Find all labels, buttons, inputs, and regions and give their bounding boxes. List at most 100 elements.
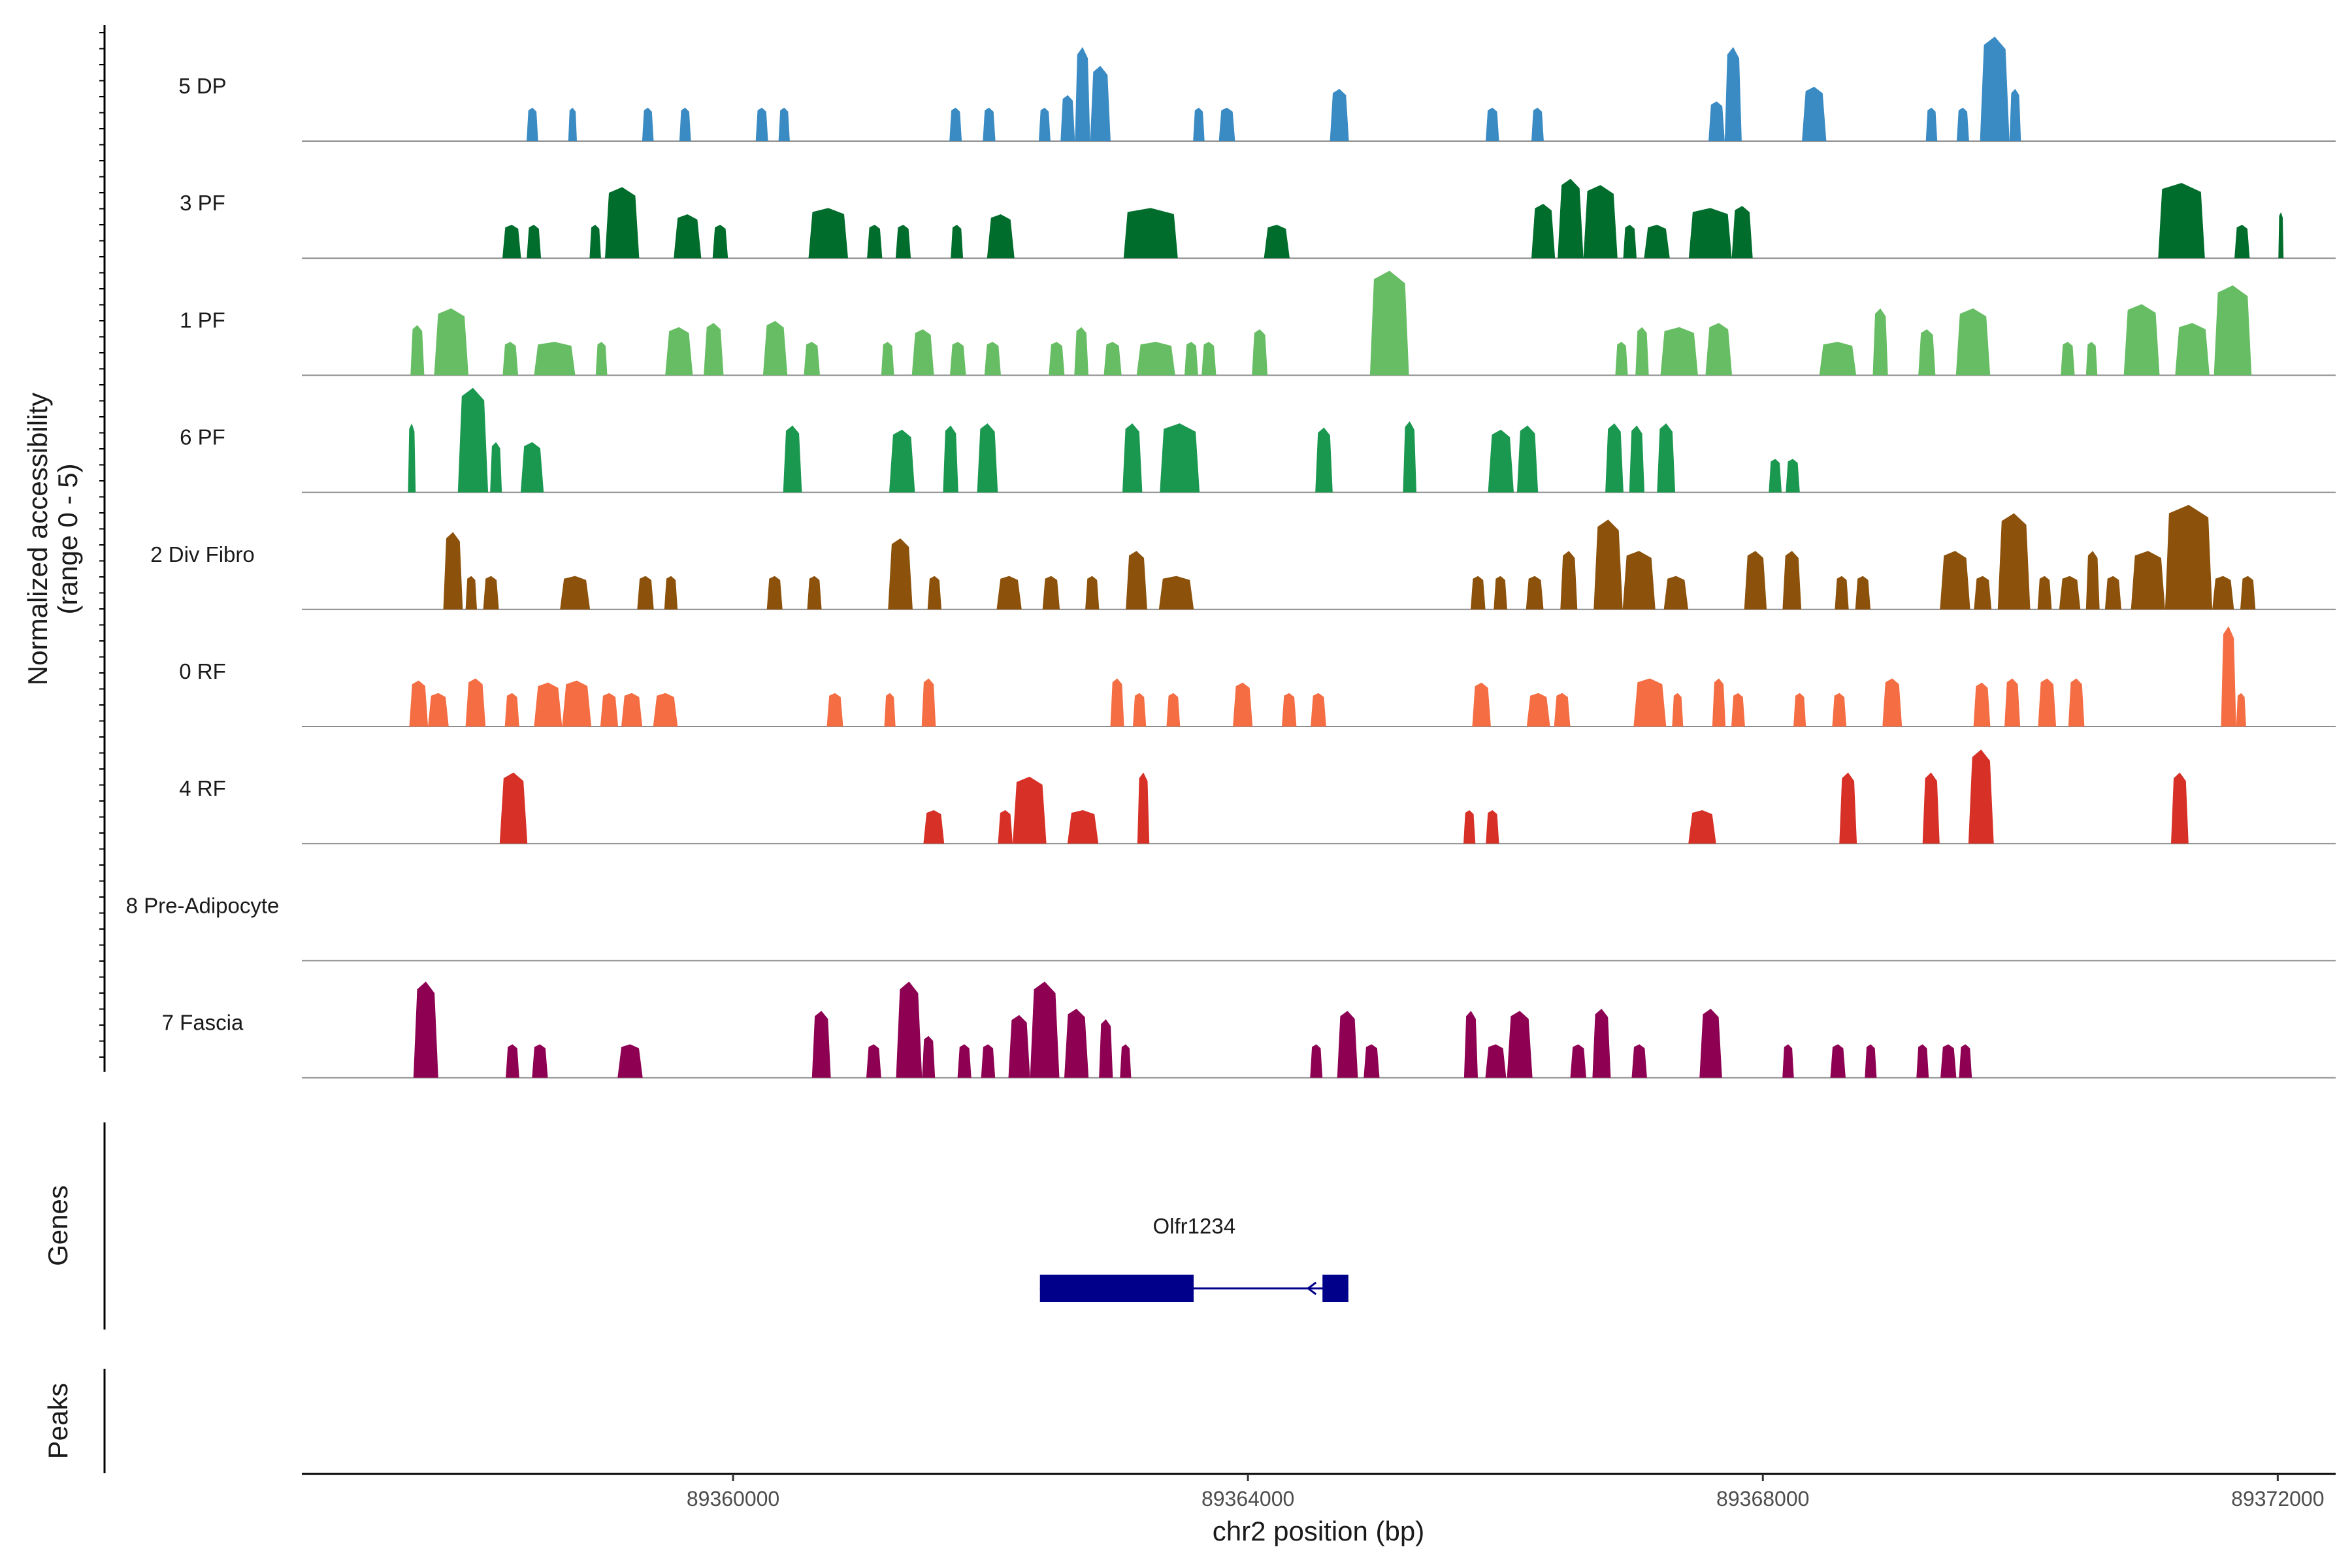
coverage-peak bbox=[534, 342, 576, 376]
coverage-peak bbox=[921, 678, 936, 727]
track-3: 6 PF bbox=[180, 387, 2336, 493]
coverage-peak bbox=[1166, 693, 1181, 727]
coverage-peak bbox=[1974, 576, 1992, 610]
coverage-peak bbox=[409, 680, 429, 727]
coverage-peak bbox=[950, 342, 966, 376]
coverage-peak bbox=[1201, 342, 1217, 376]
coverage-peak bbox=[1782, 1044, 1794, 1078]
coverage-peak bbox=[637, 576, 654, 610]
coverage-peak bbox=[1126, 551, 1147, 610]
coverage-peak bbox=[502, 225, 521, 259]
coverage-peak bbox=[674, 214, 702, 259]
coverage-peak bbox=[1282, 693, 1297, 727]
coverage-peak bbox=[977, 423, 998, 493]
coverage-peak bbox=[2104, 576, 2121, 610]
coverage-peak bbox=[1560, 551, 1578, 610]
coverage-peak bbox=[1973, 682, 1991, 727]
coverage-peak bbox=[1485, 1044, 1507, 1078]
coverage-peak bbox=[1633, 678, 1667, 727]
coverage-peak bbox=[600, 693, 619, 727]
track-7: 8 Pre-Adipocyte bbox=[126, 893, 2336, 962]
coverage-peak bbox=[949, 107, 962, 141]
coverage-peak bbox=[2171, 772, 2189, 844]
coverage-peak bbox=[951, 225, 964, 259]
coverage-peak bbox=[1042, 576, 1060, 610]
coverage-peak bbox=[762, 321, 788, 376]
coverage-peak bbox=[1657, 423, 1676, 493]
track-label: 1 PF bbox=[180, 308, 225, 332]
coverage-peak bbox=[1264, 225, 1290, 259]
coverage-peak bbox=[410, 325, 425, 376]
y-axis bbox=[99, 25, 106, 1072]
coverage-peak bbox=[1615, 342, 1628, 376]
coverage-peak bbox=[1708, 101, 1725, 141]
track-1: 3 PF bbox=[180, 178, 2336, 259]
coverage-peak bbox=[881, 342, 894, 376]
coverage-peak bbox=[1471, 576, 1486, 610]
coverage-peak bbox=[981, 1044, 996, 1078]
coverage-peak bbox=[1085, 576, 1100, 610]
coverage-peak bbox=[2212, 576, 2234, 610]
track-5: 0 RF bbox=[179, 626, 2336, 727]
coverage-peak bbox=[1593, 519, 1623, 610]
coverage-peak bbox=[1133, 693, 1147, 727]
coverage-peak bbox=[1592, 1009, 1611, 1078]
coverage-peak bbox=[1184, 342, 1198, 376]
coverage-peak bbox=[1623, 225, 1637, 259]
coverage-peak bbox=[984, 342, 1001, 376]
coverage-peak bbox=[1635, 327, 1649, 376]
coverage-peak bbox=[1769, 459, 1782, 493]
coverage-peak bbox=[1486, 810, 1499, 844]
coverage-peak bbox=[1724, 47, 1742, 141]
track-label: 2 Div Fibro bbox=[150, 542, 255, 566]
coverage-peak bbox=[504, 693, 519, 727]
coverage-peak bbox=[983, 107, 996, 141]
coverage-peak bbox=[804, 342, 820, 376]
coverage-peak bbox=[457, 387, 489, 493]
coverage-peak bbox=[527, 225, 542, 259]
tracks-layer: 5 DP 3 PF 1 PF 6 PF 2 Div Fibro 0 RF 4 RF 8 Pre… bbox=[126, 37, 2336, 1079]
coverage-peak bbox=[617, 1044, 643, 1078]
coverage-peak bbox=[1488, 429, 1514, 493]
coverage-peak bbox=[1744, 551, 1767, 610]
coverage-peak bbox=[1075, 47, 1090, 141]
coverage-peak bbox=[1507, 1011, 1533, 1078]
coverage-peak bbox=[1782, 551, 1802, 610]
coverage-peak bbox=[1064, 1009, 1089, 1078]
coverage-peak bbox=[1137, 772, 1150, 844]
coverage-peak bbox=[2240, 576, 2256, 610]
coverage-peak bbox=[1067, 810, 1099, 844]
coverage-peak bbox=[1369, 270, 1409, 376]
coverage-peak bbox=[679, 107, 691, 141]
coverage-peak bbox=[1531, 204, 1556, 259]
coverage-peak bbox=[866, 1044, 881, 1078]
coverage-peak bbox=[1968, 749, 1994, 844]
peaks-panel-label: Peaks bbox=[42, 1383, 73, 1460]
coverage-peak bbox=[1644, 225, 1670, 259]
gene-strand-arrow bbox=[1306, 1281, 1317, 1296]
coverage-peak bbox=[443, 532, 463, 610]
coverage-peak bbox=[465, 678, 486, 727]
coverage-peak bbox=[1672, 693, 1684, 727]
coverage-peak bbox=[527, 107, 538, 141]
coverage-peak bbox=[778, 107, 790, 141]
coverage-peak bbox=[1463, 810, 1476, 844]
track-label: 7 Fascia bbox=[162, 1011, 244, 1035]
coverage-peak bbox=[490, 442, 502, 493]
coverage-peak bbox=[1882, 678, 1903, 727]
coverage-peak bbox=[1030, 981, 1060, 1078]
coverage-peak bbox=[1110, 678, 1124, 727]
coverage-peak bbox=[927, 576, 941, 610]
coverage-peak bbox=[1526, 576, 1544, 610]
coverage-peak bbox=[2278, 212, 2284, 259]
coverage-peak bbox=[1531, 107, 1544, 141]
track-label: 4 RF bbox=[179, 776, 226, 800]
coverage-peak bbox=[1832, 693, 1847, 727]
coverage-peak bbox=[2175, 323, 2210, 376]
coverage-peak bbox=[2037, 576, 2052, 610]
coverage-peak bbox=[712, 225, 728, 259]
coverage-peak bbox=[811, 1011, 831, 1078]
coverage-peak bbox=[1123, 208, 1178, 259]
coverage-peak bbox=[1558, 178, 1584, 259]
